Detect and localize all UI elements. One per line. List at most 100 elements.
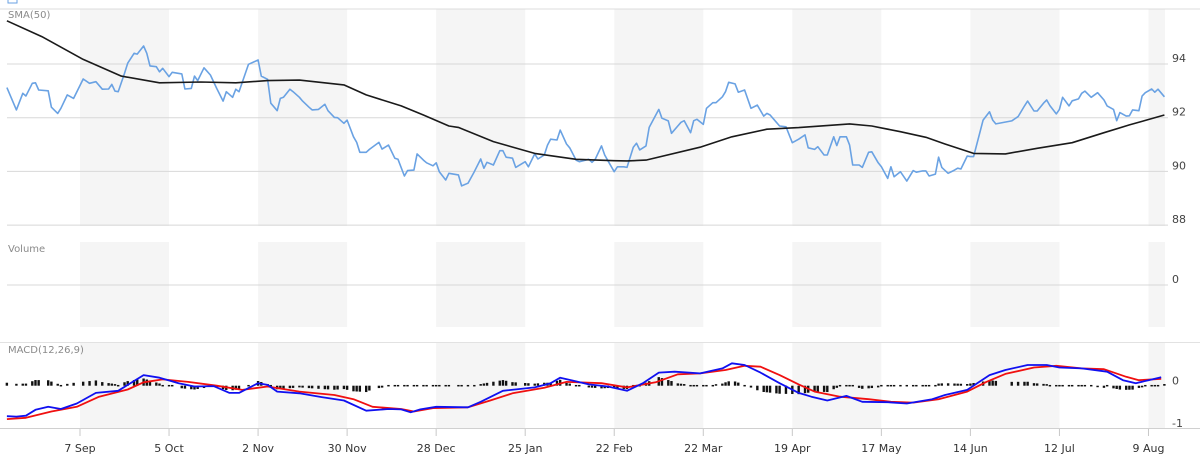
legend-checkbox-icon[interactable] [7,0,18,4]
histogram-bar [171,384,174,387]
histogram-bar [832,385,835,390]
histogram-bar [1023,381,1026,386]
price-pane-label: SMA(50) [8,10,50,21]
histogram-bar [365,385,368,393]
histogram-bar [107,383,110,386]
shaded-band [792,343,882,428]
histogram-bar [988,380,991,386]
histogram-bar [431,384,435,387]
histogram-bar [1115,385,1118,389]
histogram-bar [94,380,98,386]
histogram-bar [797,385,800,395]
histogram-bar [298,385,301,388]
histogram-bar [479,384,482,386]
histogram-bar [457,384,460,387]
histogram-bar [876,385,880,388]
histogram-bar [447,384,451,387]
histogram-bar [444,384,447,387]
histogram-bar [485,382,489,386]
histogram-bar [870,385,874,389]
histogram-bar [247,384,250,387]
histogram-bar [21,383,24,386]
histogram-bar [1144,384,1147,387]
x-tick-label: 12 Jul [1044,442,1075,455]
histogram-bar [905,384,908,387]
histogram-bar [368,385,371,391]
histogram-bar [756,385,759,391]
histogram-bar [813,385,816,392]
histogram-bar [775,385,778,394]
x-tick-label: 5 Oct [154,442,184,455]
histogram-bar [683,384,686,386]
histogram-bar [504,380,508,386]
x-tick-label: 25 Jan [508,442,542,455]
histogram-bar [590,385,594,388]
histogram-bar [527,383,530,386]
histogram-bar [492,381,495,386]
macd-line [6,362,1162,418]
histogram-bar [336,385,339,390]
histogram-bar [953,383,956,386]
histogram-bar [768,385,772,393]
histogram-bar [473,384,476,387]
histogram-bar [352,385,355,392]
y-axis-labels: 94 92 90 88 0 0 -1 [1172,52,1186,430]
histogram-bar [966,384,969,386]
price-axis-label: 92 [1172,106,1186,119]
histogram-bar [886,384,889,387]
histogram-bar [600,385,603,389]
price-axis-label: 90 [1172,159,1186,172]
histogram-bar [158,383,161,386]
histogram-bar [934,384,937,387]
histogram-bar [269,384,272,387]
histogram-bar [835,385,839,388]
histogram-bar [946,383,950,386]
histogram-bar [396,384,400,387]
histogram-bar [1077,384,1080,387]
histogram-bar [377,385,381,389]
x-tick-label: 2 Nov [242,442,274,455]
histogram-bar [784,385,788,394]
histogram-bar [88,381,91,386]
histogram-bar [196,385,199,390]
histogram-bar [56,383,59,386]
histogram-bar [1118,385,1122,390]
histogram-bar [66,383,69,386]
macd-pane-label: MACD(12,26,9) [8,345,84,356]
histogram-bar [861,385,864,389]
macd-axis-label: -1 [1172,417,1183,430]
histogram-bar [126,381,129,386]
histogram-bar [34,380,37,386]
histogram-bar [342,385,346,390]
macd-axis-label: 0 [1172,375,1179,388]
histogram-bar [816,385,819,392]
histogram-bar [59,384,63,387]
x-tick-label: 7 Sep [64,442,95,455]
histogram-bar [403,384,406,387]
histogram-bar [822,385,826,392]
histogram-bar [180,385,183,389]
histogram-bar [279,385,282,389]
histogram-bar [848,384,851,387]
histogram-bar [498,380,501,386]
histogram-bar [536,383,540,386]
histogram-bar [113,384,117,386]
volume-pane-label: Volume [8,244,45,255]
histogram-bar [415,384,419,387]
sma-50-line [6,20,1165,162]
histogram-bar [593,385,597,388]
histogram-bar [959,383,963,386]
histogram-bar [660,378,664,386]
histogram-bar [81,381,85,386]
volume-axis-label: 0 [1172,273,1179,286]
histogram-bar [333,385,336,390]
histogram-bar [899,384,902,387]
histogram-bar [1032,383,1036,386]
histogram-bar [778,385,781,394]
histogram-bar [667,380,670,386]
histogram-bar [434,384,438,387]
histogram-bar [438,384,441,387]
x-tick-label: 19 Apr [774,442,811,455]
histogram-bar [1163,384,1166,386]
